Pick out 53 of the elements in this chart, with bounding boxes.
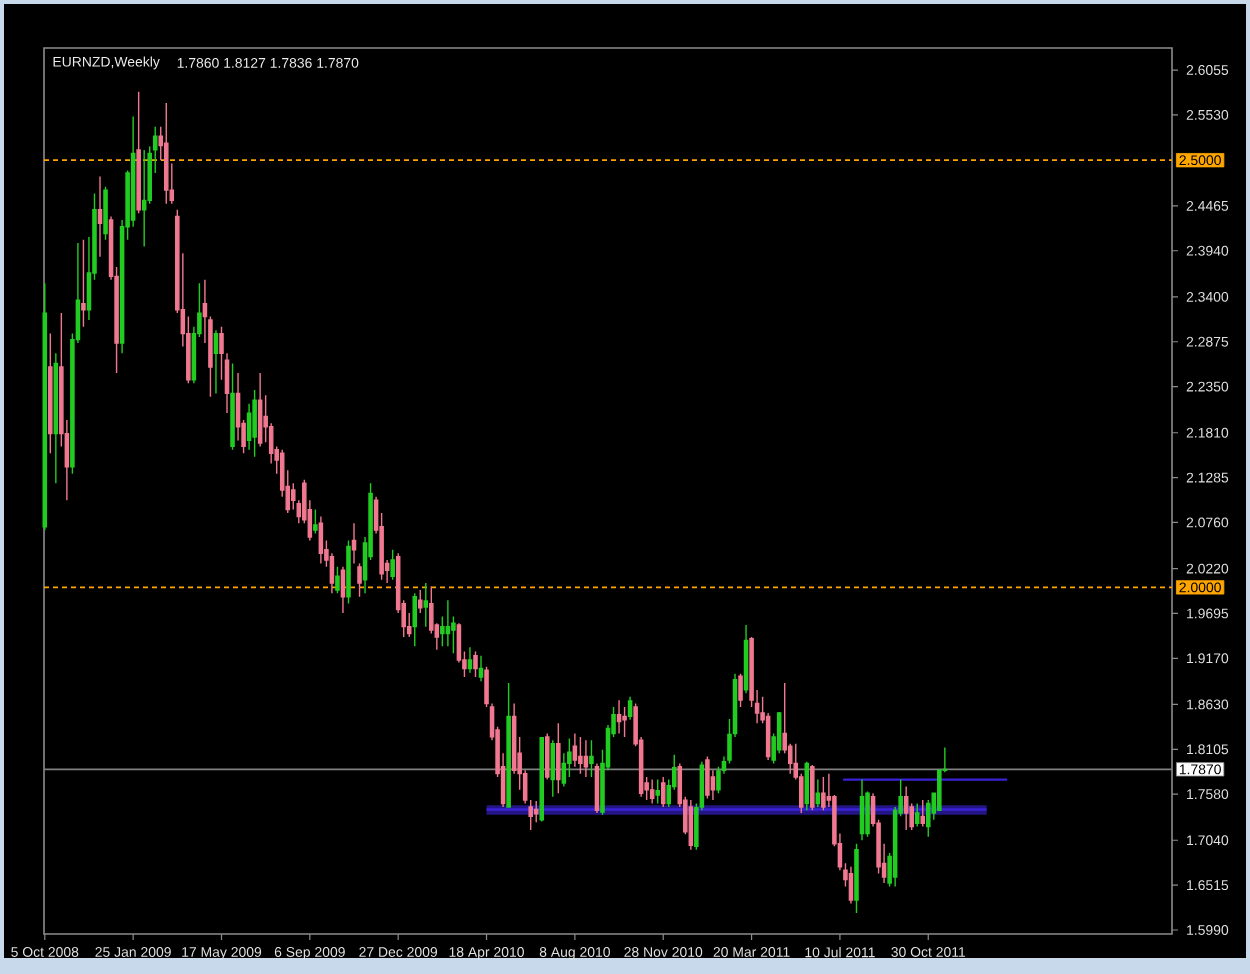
candlestick	[705, 755, 710, 800]
candlestick	[859, 778, 865, 841]
candlestick	[357, 562, 362, 598]
candlestick	[810, 764, 815, 812]
candlestick	[412, 592, 418, 648]
candlestick	[390, 549, 395, 581]
candlestick	[141, 149, 147, 248]
candlestick	[103, 185, 108, 241]
candlestick	[417, 589, 423, 614]
candlestick	[335, 566, 340, 595]
candlestick	[163, 102, 169, 205]
candlestick	[821, 776, 826, 812]
candlestick	[539, 736, 545, 823]
candlestick	[97, 175, 103, 258]
candlestick	[544, 732, 550, 781]
candlestick	[854, 842, 859, 914]
candlestick	[423, 582, 429, 628]
candlestick	[589, 739, 594, 778]
candlestick	[920, 799, 926, 828]
candlestick	[445, 599, 451, 648]
candlestick	[578, 736, 583, 775]
candlestick	[556, 722, 561, 794]
candlestick	[649, 778, 655, 805]
candlestick	[622, 706, 627, 738]
candlestick	[660, 776, 666, 808]
candlestick	[252, 389, 257, 458]
candlestick	[230, 362, 235, 451]
candlestick	[655, 778, 660, 805]
candlestick	[914, 802, 920, 828]
candlestick	[213, 329, 219, 395]
candlestick	[616, 699, 622, 735]
candlestick	[313, 508, 318, 535]
candlestick	[53, 352, 59, 484]
candlestick	[136, 91, 141, 214]
candlestick	[473, 650, 478, 678]
candlestick	[533, 800, 539, 824]
candlestick	[925, 799, 931, 838]
candlestick	[318, 515, 324, 565]
candlestick	[257, 372, 263, 448]
candlestick	[346, 539, 351, 605]
candlestick	[351, 522, 357, 565]
candlestick	[583, 739, 589, 778]
candlestick	[506, 682, 511, 809]
candlestick	[81, 238, 86, 328]
candlestick	[815, 778, 821, 808]
candlestick	[572, 732, 578, 768]
candlestick	[567, 737, 572, 778]
candlestick	[48, 332, 53, 454]
candlestick	[340, 566, 346, 614]
candlestick	[738, 672, 743, 708]
candlestick	[903, 785, 909, 831]
candlestick	[478, 655, 484, 683]
candlestick	[467, 646, 473, 674]
